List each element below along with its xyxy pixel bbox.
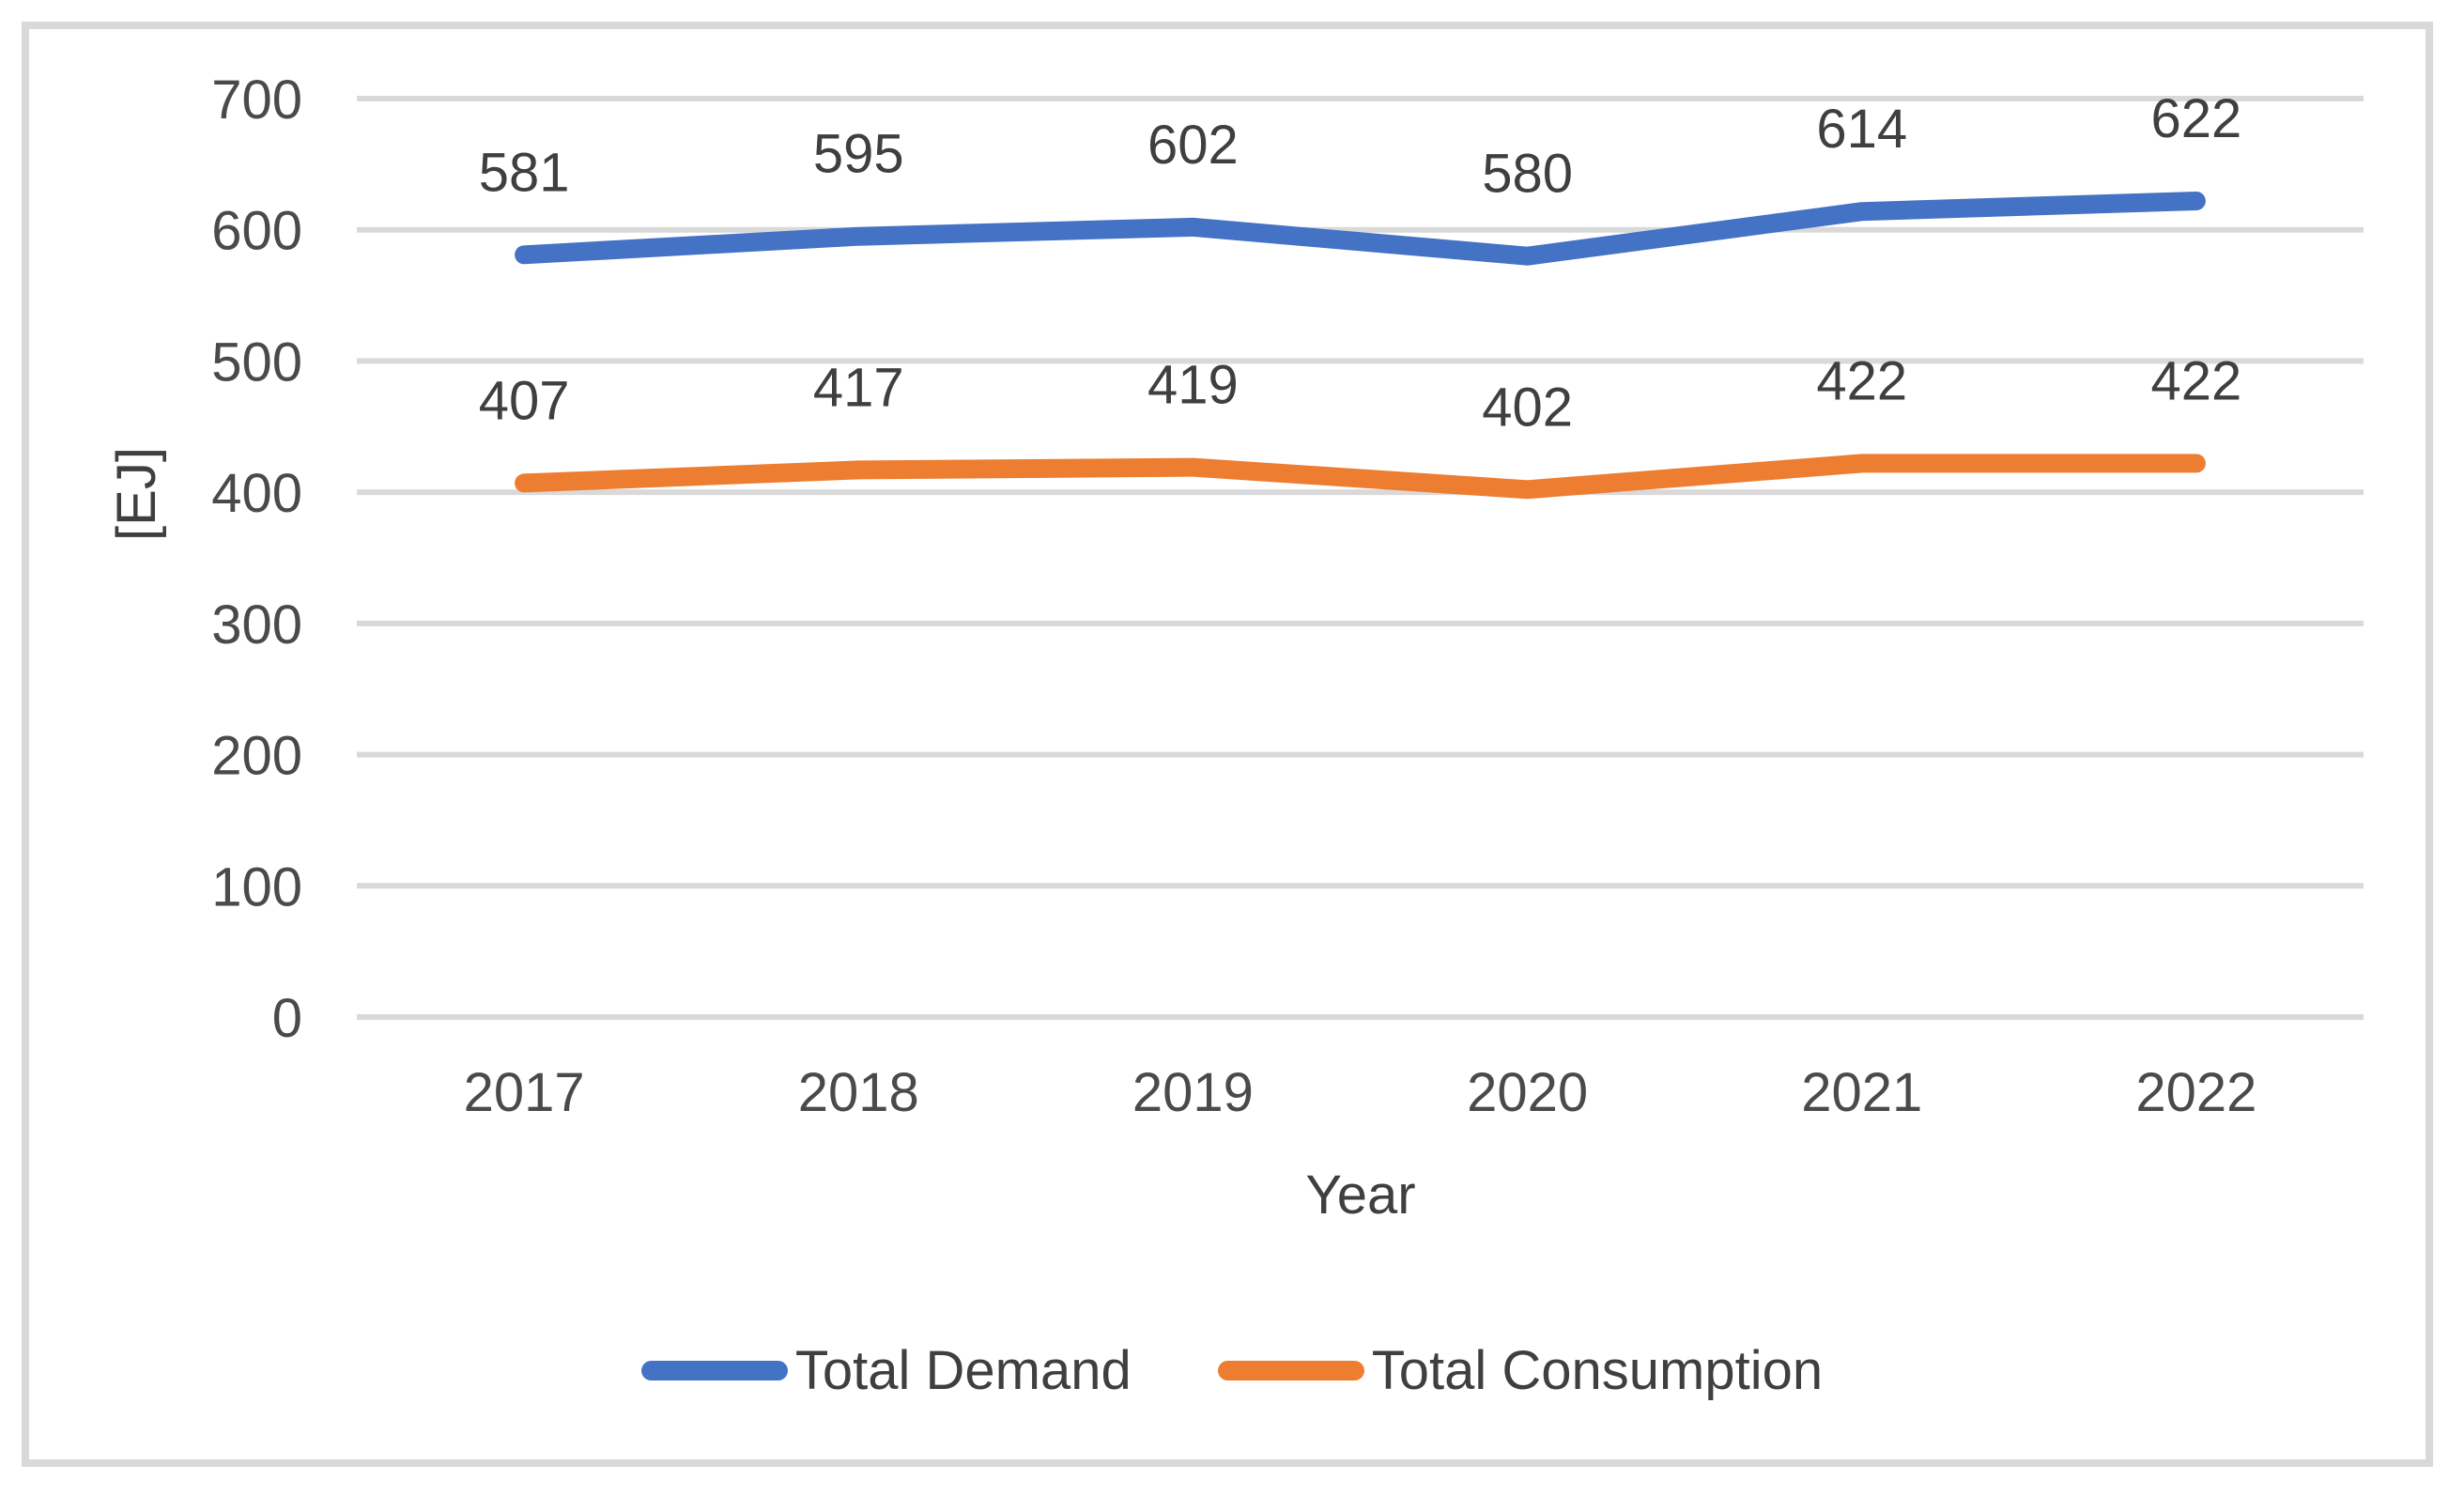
chart-border (22, 22, 2433, 1467)
data-label-total-consumption: 407 (479, 370, 570, 431)
x-tick-label: 2019 (1132, 1062, 1254, 1123)
data-label-total-consumption: 422 (1816, 350, 1907, 411)
y-tick-label: 400 (211, 463, 302, 524)
legend: Total Demand Total Consumption (0, 1339, 2464, 1402)
y-tick-label: 100 (211, 856, 302, 918)
y-tick-label: 200 (211, 726, 302, 787)
series-line-total-demand (515, 192, 2206, 266)
plot-area: 0 100 200 300 400 500 600 700 2017 2018 2019 2020 20… (211, 69, 2364, 1123)
x-tick-label: 2022 (2135, 1062, 2256, 1123)
y-tick-label: 500 (211, 332, 302, 393)
data-label-total-consumption: 422 (2151, 350, 2242, 411)
y-tick-label: 700 (211, 69, 302, 131)
x-tick-label: 2021 (1801, 1062, 1922, 1123)
series-line-total-consumption (515, 454, 2206, 500)
legend-label-total-demand: Total Demand (794, 1340, 1132, 1401)
legend-item-total-consumption: Total Consumption (1217, 1339, 1824, 1402)
y-tick-label: 0 (272, 988, 302, 1049)
data-label-total-demand: 580 (1482, 144, 1573, 205)
data-label-total-demand: 622 (2151, 88, 2242, 149)
data-label-total-demand: 602 (1147, 115, 1239, 176)
x-tick-label: 2018 (798, 1062, 919, 1123)
data-label-total-demand: 581 (479, 142, 570, 203)
y-tick-label: 600 (211, 201, 302, 262)
data-label-total-demand: 614 (1816, 99, 1907, 160)
legend-swatch-total-consumption (1217, 1361, 1364, 1380)
x-tick-label: 2017 (464, 1062, 585, 1123)
legend-label-total-consumption: Total Consumption (1371, 1340, 1824, 1401)
x-tick-label: 2020 (1467, 1062, 1588, 1123)
x-axis-title: Year (1305, 1164, 1415, 1226)
y-axis-title: [EJ] (106, 447, 167, 541)
data-label-total-consumption: 419 (1147, 355, 1239, 416)
data-label-total-demand: 595 (813, 124, 904, 185)
data-label-total-consumption: 417 (813, 357, 904, 418)
legend-swatch-total-demand (640, 1361, 788, 1380)
legend-item-total-demand: Total Demand (640, 1339, 1132, 1402)
data-label-total-consumption: 402 (1482, 377, 1573, 438)
y-tick-label: 300 (211, 594, 302, 655)
